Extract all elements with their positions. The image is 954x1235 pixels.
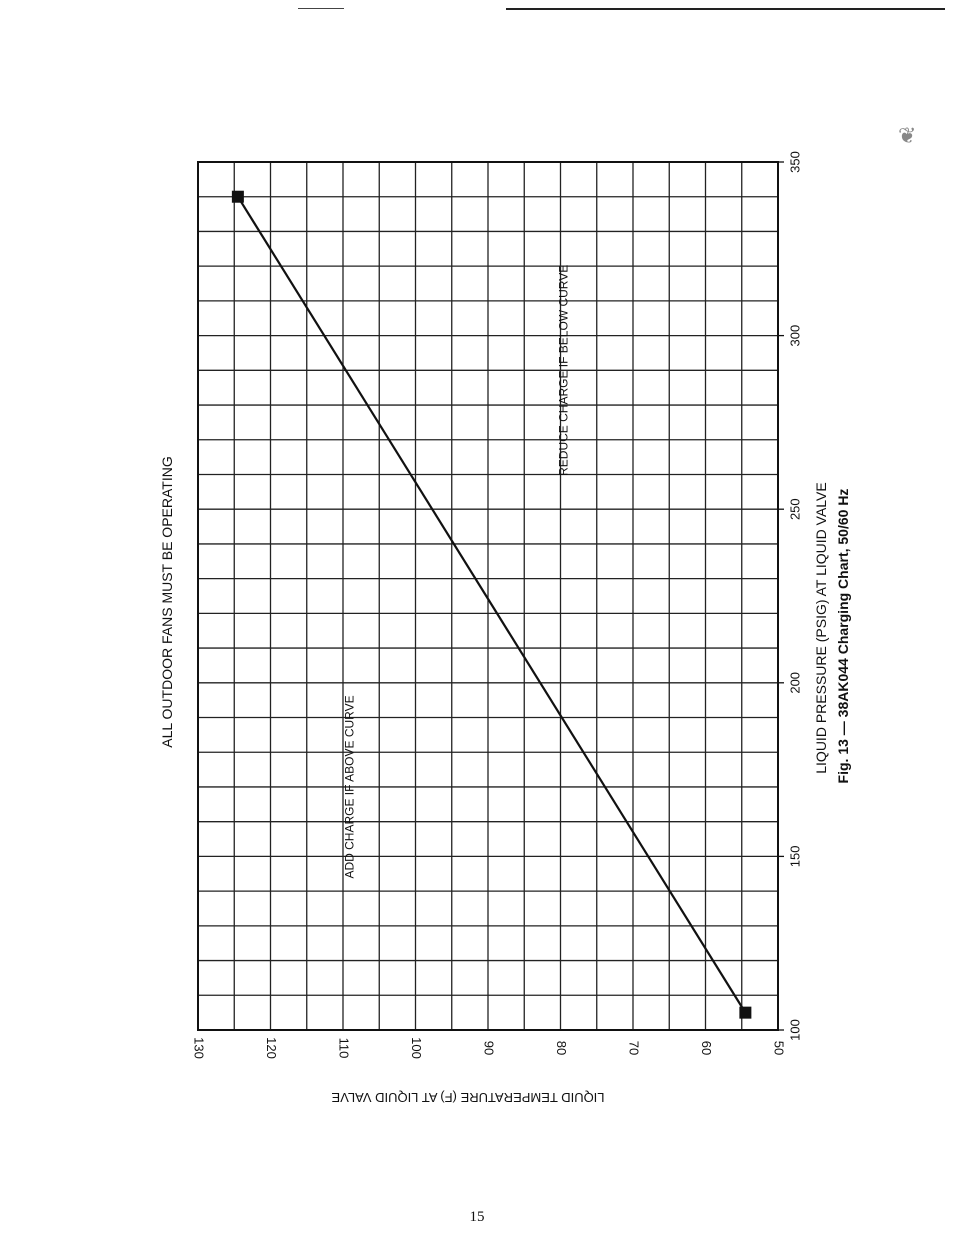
y-tick-label: 100 — [409, 1037, 424, 1059]
x-axis-label: LIQUID PRESSURE (PSIG) AT LIQUID VALVE — [813, 482, 829, 773]
top-rule-left — [298, 8, 344, 9]
scan-mark-top: ❦ — [898, 124, 917, 149]
y-tick-label: 90 — [482, 1041, 497, 1055]
series-layer — [231, 190, 752, 1019]
page-number: 15 — [469, 1209, 485, 1225]
x-tick-label: 150 — [787, 846, 802, 868]
chart-grid — [197, 161, 779, 1031]
x-tick-label: 100 — [787, 1019, 802, 1041]
y-tick-label: 70 — [627, 1041, 642, 1055]
y-tick-label: 120 — [264, 1037, 279, 1059]
curve-end-marker — [739, 1006, 752, 1019]
y-axis-label: LIQUID TEMPERATURE (F) AT LIQUID VALVE — [331, 1090, 604, 1105]
annotation-layer: ADD CHARGE IF ABOVE CURVE REDUCE CHARGE I… — [342, 265, 570, 879]
y-tick-label: 130 — [192, 1037, 207, 1059]
y-tick-label: 60 — [699, 1041, 714, 1055]
plot-frame — [197, 161, 779, 1031]
top-rule-right — [506, 8, 945, 10]
x-tick-label: 350 — [787, 151, 802, 173]
x-tick-label: 250 — [787, 498, 802, 520]
chart-subtitle: ALL OUTDOOR FANS MUST BE OPERATING — [159, 456, 175, 747]
annotation-reduce-charge: REDUCE CHARGE IF BELOW CURVE — [556, 265, 570, 476]
charging-curve — [236, 196, 747, 1014]
x-tick-label: 200 — [787, 672, 802, 694]
curve-end-marker — [231, 190, 244, 203]
y-tick-label: 80 — [554, 1041, 569, 1055]
annotation-add-charge: ADD CHARGE IF ABOVE CURVE — [342, 695, 356, 878]
y-tick-label: 50 — [772, 1041, 787, 1055]
x-tick-label: 300 — [787, 325, 802, 347]
y-tick-label: 110 — [337, 1038, 352, 1059]
figure-caption: Fig. 13 — 38AK044 Charging Chart, 50/60 … — [835, 489, 851, 784]
tick-labels: 100 150 200 250 300 350 50 60 70 80 90 100 110 120 130 — [192, 151, 803, 1059]
